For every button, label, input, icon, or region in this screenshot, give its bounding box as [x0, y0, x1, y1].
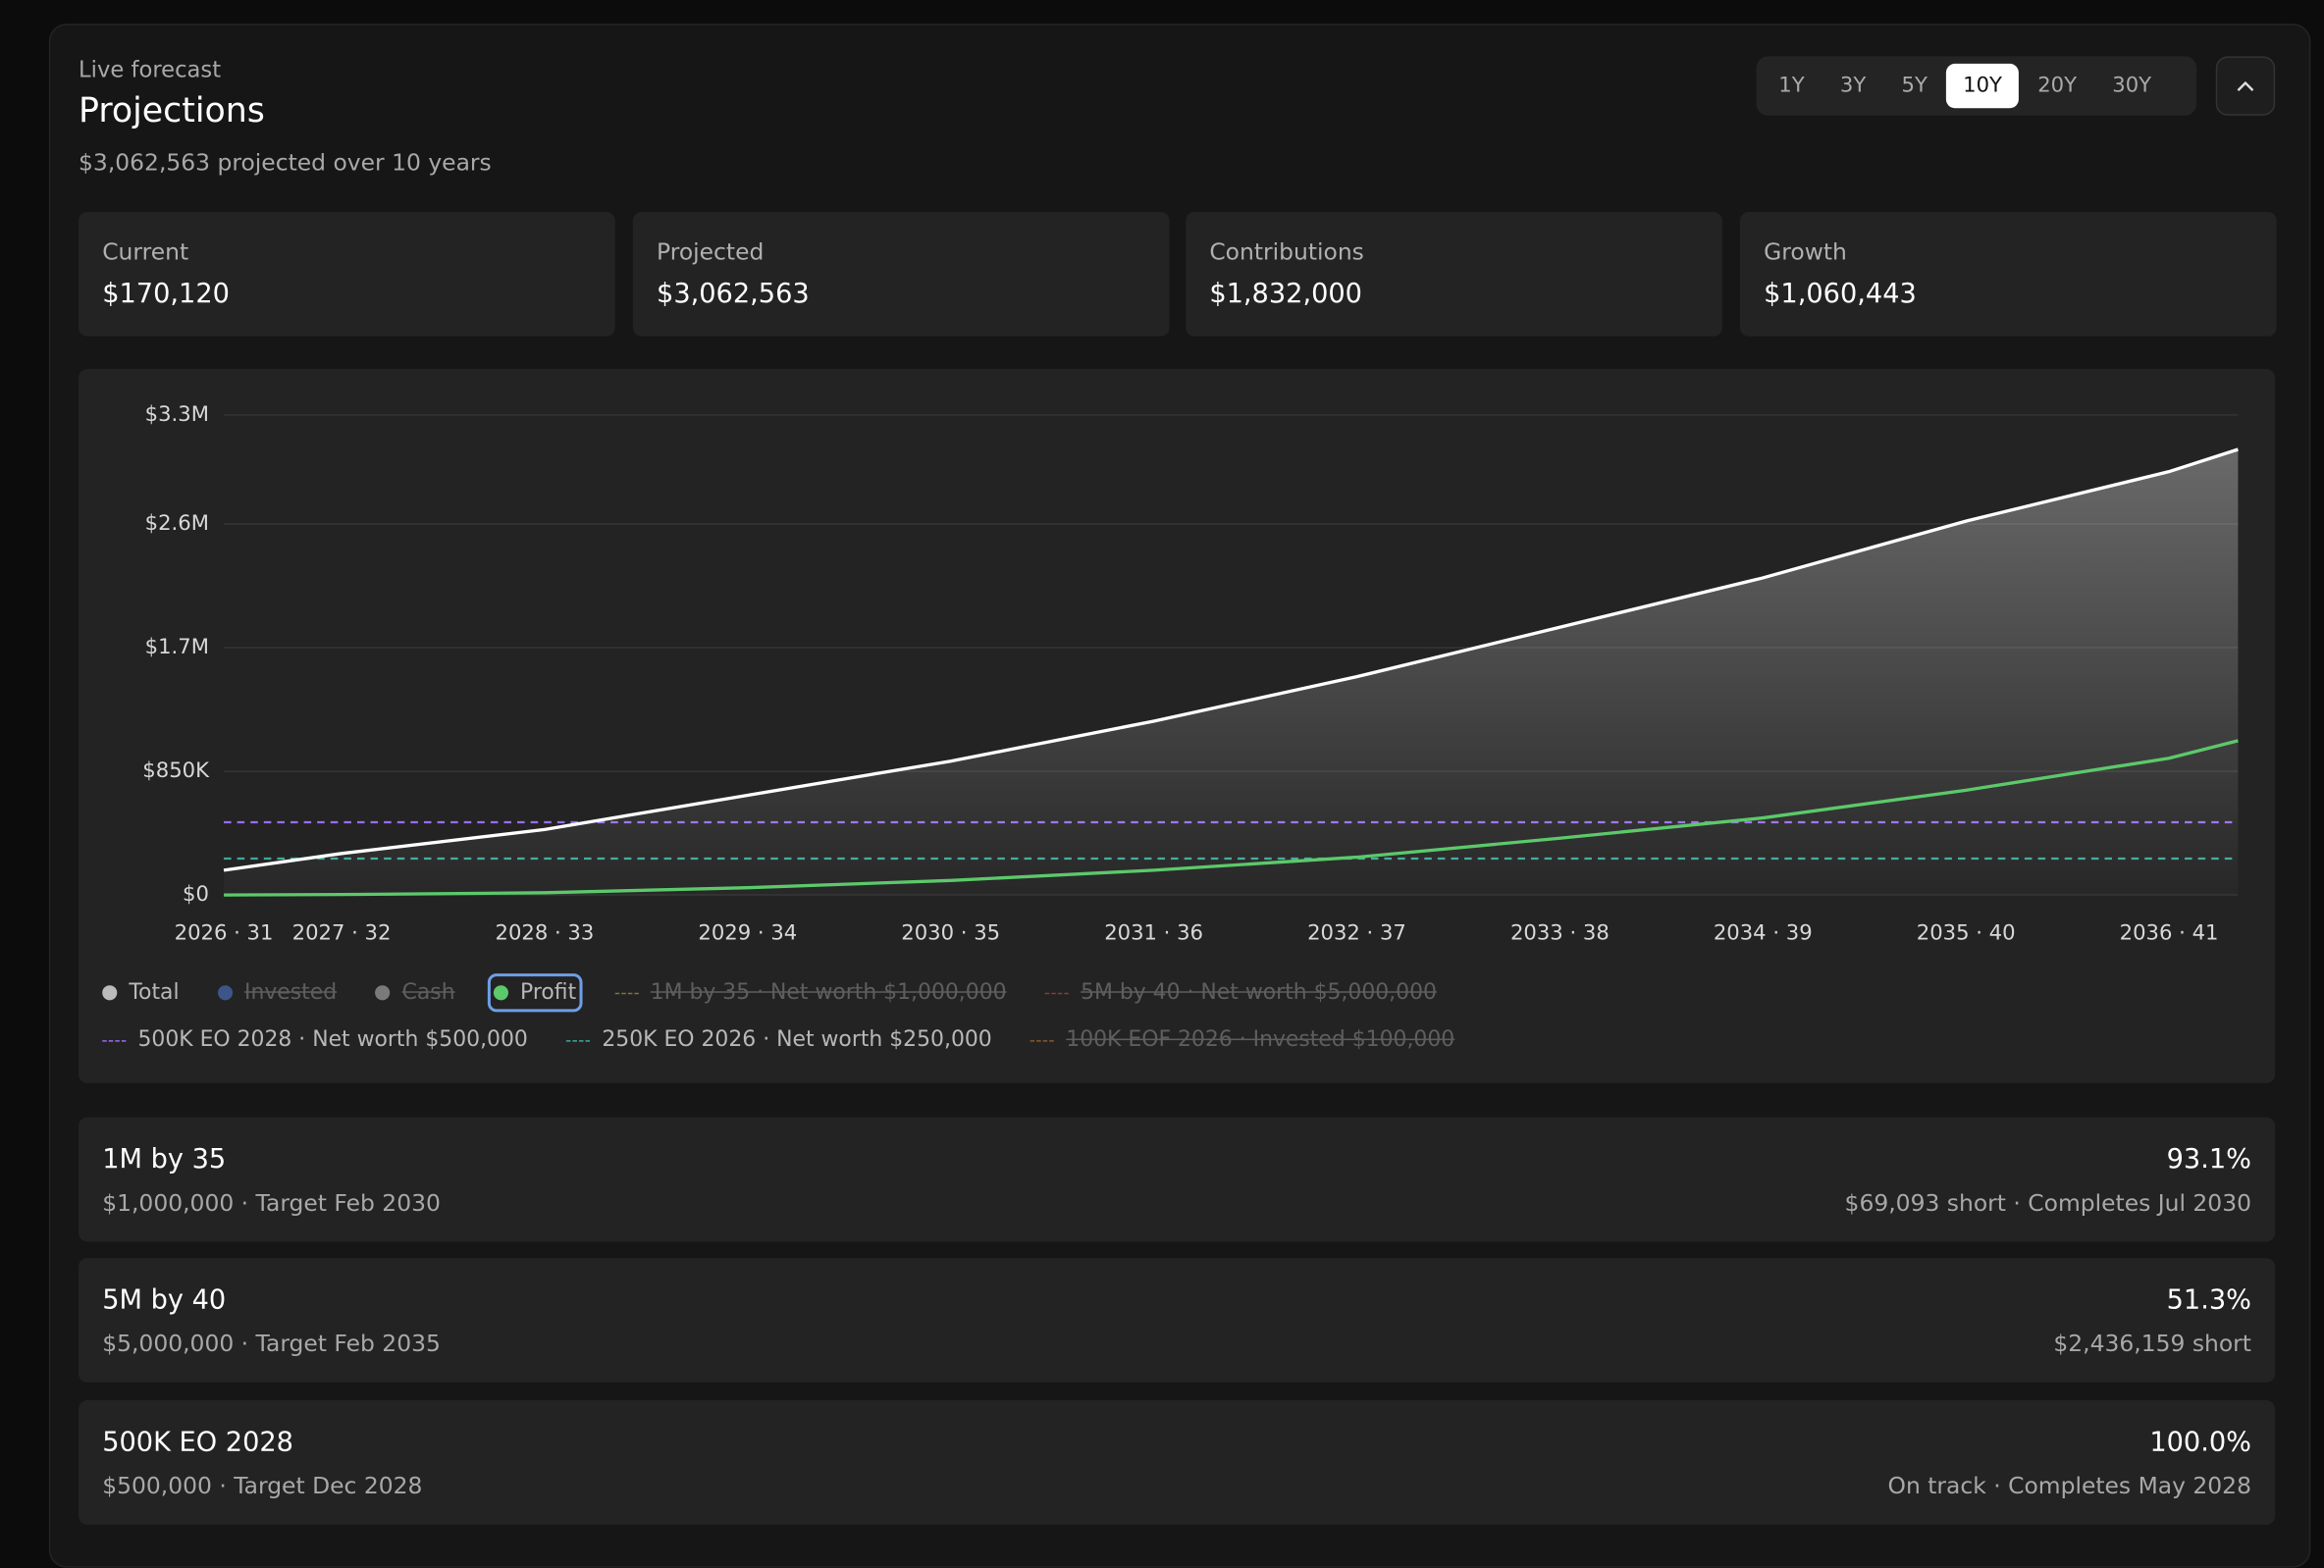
legend-label: Cash — [401, 980, 455, 1005]
goal-progress: 51.3% — [2166, 1284, 2251, 1316]
x-tick-label: 2029 · 34 — [698, 919, 797, 944]
range-button[interactable]: 3Y — [1839, 74, 1867, 98]
goal-title: 500K EO 2028 — [102, 1427, 293, 1458]
stat-card: Projected $3,062,563 — [632, 211, 1170, 337]
legend-label: 250K EO 2026 · Net worth $250,000 — [602, 1028, 992, 1053]
legend-dash — [1044, 992, 1069, 994]
chevron-icon — [2237, 80, 2254, 91]
series-line — [223, 447, 2239, 872]
stat-label: Current — [102, 238, 189, 266]
legend-item[interactable]: 5M by 40 · Net worth $5,000,000 — [1042, 976, 1440, 1009]
goal-detail: $500,000 · Target Dec 2028 — [102, 1473, 423, 1500]
series-area — [224, 449, 2239, 896]
legend-dot — [375, 985, 391, 1001]
range-button[interactable]: 30Y — [2112, 74, 2152, 98]
x-tick-label: 2028 · 33 — [496, 919, 595, 944]
legend-label: 100K EOF 2026 · Invested $100,000 — [1066, 1028, 1455, 1053]
goal-progress: 100.0% — [2149, 1427, 2251, 1458]
goal-status: On track · Completes May 2028 — [1887, 1473, 2251, 1500]
series-line — [224, 739, 2239, 897]
y-tick-label: $1.7M — [145, 634, 209, 658]
stat-label: Contributions — [1209, 238, 1364, 266]
range-button[interactable]: 10Y — [1946, 63, 2019, 109]
y-tick-label: $2.6M — [145, 510, 209, 535]
legend-item[interactable]: Invested — [215, 976, 340, 1009]
goal-title: 5M by 40 — [102, 1284, 227, 1316]
legend: Total Invested Cash Profit 1M by 35 · Net wo… — [99, 973, 1877, 1057]
goal-status: $69,093 short · Completes Jul 2030 — [1844, 1189, 2251, 1217]
x-tick-label: 2027 · 32 — [292, 919, 392, 944]
chart-card: $0 $850K $1.7M $2.6M $3.3M 2026 · 31 2027 · 32… — [79, 369, 2276, 1083]
legend-item[interactable]: 100K EOF 2026 · Invested $100,000 — [1028, 1023, 1457, 1056]
collapse-button[interactable] — [2215, 56, 2276, 116]
x-tick-label: 2031 · 36 — [1104, 919, 1203, 944]
y-tick-label: $850K — [142, 758, 210, 782]
goal-status: $2,436,159 short — [2053, 1331, 2251, 1358]
legend-item[interactable]: Total — [99, 976, 182, 1009]
legend-item[interactable]: Cash — [372, 976, 457, 1009]
stat-card: Contributions $1,832,000 — [1186, 211, 1722, 337]
legend-dot — [493, 985, 508, 1001]
range-selector: 1Y 3Y 5Y 10Y 20Y 30Y — [1756, 56, 2197, 116]
stat-label: Growth — [1764, 238, 1847, 266]
goal-card: 1M by 35 $1,000,000 · Target Feb 2030 93.1… — [79, 1117, 2276, 1242]
x-tick-label: 2033 · 38 — [1510, 919, 1610, 944]
goal-card: 5M by 40 $5,000,000 · Target Feb 2035 51.3… — [79, 1258, 2276, 1383]
legend-label: 500K EO 2028 · Net worth $500,000 — [137, 1028, 528, 1053]
stat-value: $1,060,443 — [1764, 278, 1917, 310]
range-button[interactable]: 1Y — [1778, 74, 1805, 98]
legend-dot — [102, 985, 118, 1001]
x-tick-label: 2026 · 31 — [175, 919, 274, 944]
y-tick-label: $0 — [183, 881, 209, 906]
x-tick-label: 2036 · 41 — [2120, 919, 2219, 944]
legend-dash — [1030, 1039, 1055, 1041]
legend-label: Profit — [520, 980, 577, 1005]
range-button[interactable]: 20Y — [2037, 74, 2078, 98]
range-button[interactable]: 5Y — [1901, 74, 1928, 98]
legend-dot — [217, 985, 233, 1001]
legend-item[interactable]: 500K EO 2028 · Net worth $500,000 — [99, 1023, 531, 1056]
goal-detail: $1,000,000 · Target Feb 2030 — [102, 1189, 441, 1217]
x-tick-label: 2032 · 37 — [1307, 919, 1406, 944]
x-tick-label: 2035 · 40 — [1917, 919, 2016, 944]
stat-value: $170,120 — [102, 278, 230, 310]
legend-label: 1M by 35 · Net worth $1,000,000 — [650, 980, 1007, 1005]
legend-dash — [102, 1039, 127, 1041]
goal-progress: 93.1% — [2166, 1143, 2251, 1176]
legend-label: 5M by 40 · Net worth $5,000,000 — [1081, 980, 1437, 1005]
legend-dash — [566, 1039, 591, 1041]
stat-value: $1,832,000 — [1209, 278, 1362, 310]
goal-detail: $5,000,000 · Target Feb 2035 — [102, 1331, 441, 1358]
stat-label: Projected — [657, 238, 765, 266]
legend-label: Invested — [243, 980, 338, 1005]
x-tick-label: 2034 · 39 — [1714, 919, 1813, 944]
eyebrow: Live forecast — [79, 56, 222, 83]
subtitle: $3,062,563 projected over 10 years — [79, 149, 492, 177]
title: Projections — [79, 91, 265, 131]
stat-card: Current $170,120 — [79, 211, 615, 337]
x-tick-label: 2030 · 35 — [901, 919, 1000, 944]
y-tick-label: $3.3M — [145, 401, 209, 426]
goal-card: 500K EO 2028 $500,000 · Target Dec 2028 10… — [79, 1400, 2276, 1525]
stat-card: Growth $1,060,443 — [1739, 211, 2277, 337]
legend-item[interactable]: 250K EO 2026 · Net worth $250,000 — [563, 1023, 995, 1056]
legend-item[interactable]: Profit — [487, 973, 583, 1013]
goal-title: 1M by 35 — [102, 1143, 227, 1176]
legend-label: Total — [129, 980, 180, 1005]
chart: $0 $850K $1.7M $2.6M $3.3M 2026 · 31 2027 · 32… — [142, 401, 2239, 944]
legend-dash — [614, 992, 639, 994]
legend-item[interactable]: 1M by 35 · Net worth $1,000,000 — [611, 976, 1009, 1009]
stat-value: $3,062,563 — [657, 278, 810, 310]
